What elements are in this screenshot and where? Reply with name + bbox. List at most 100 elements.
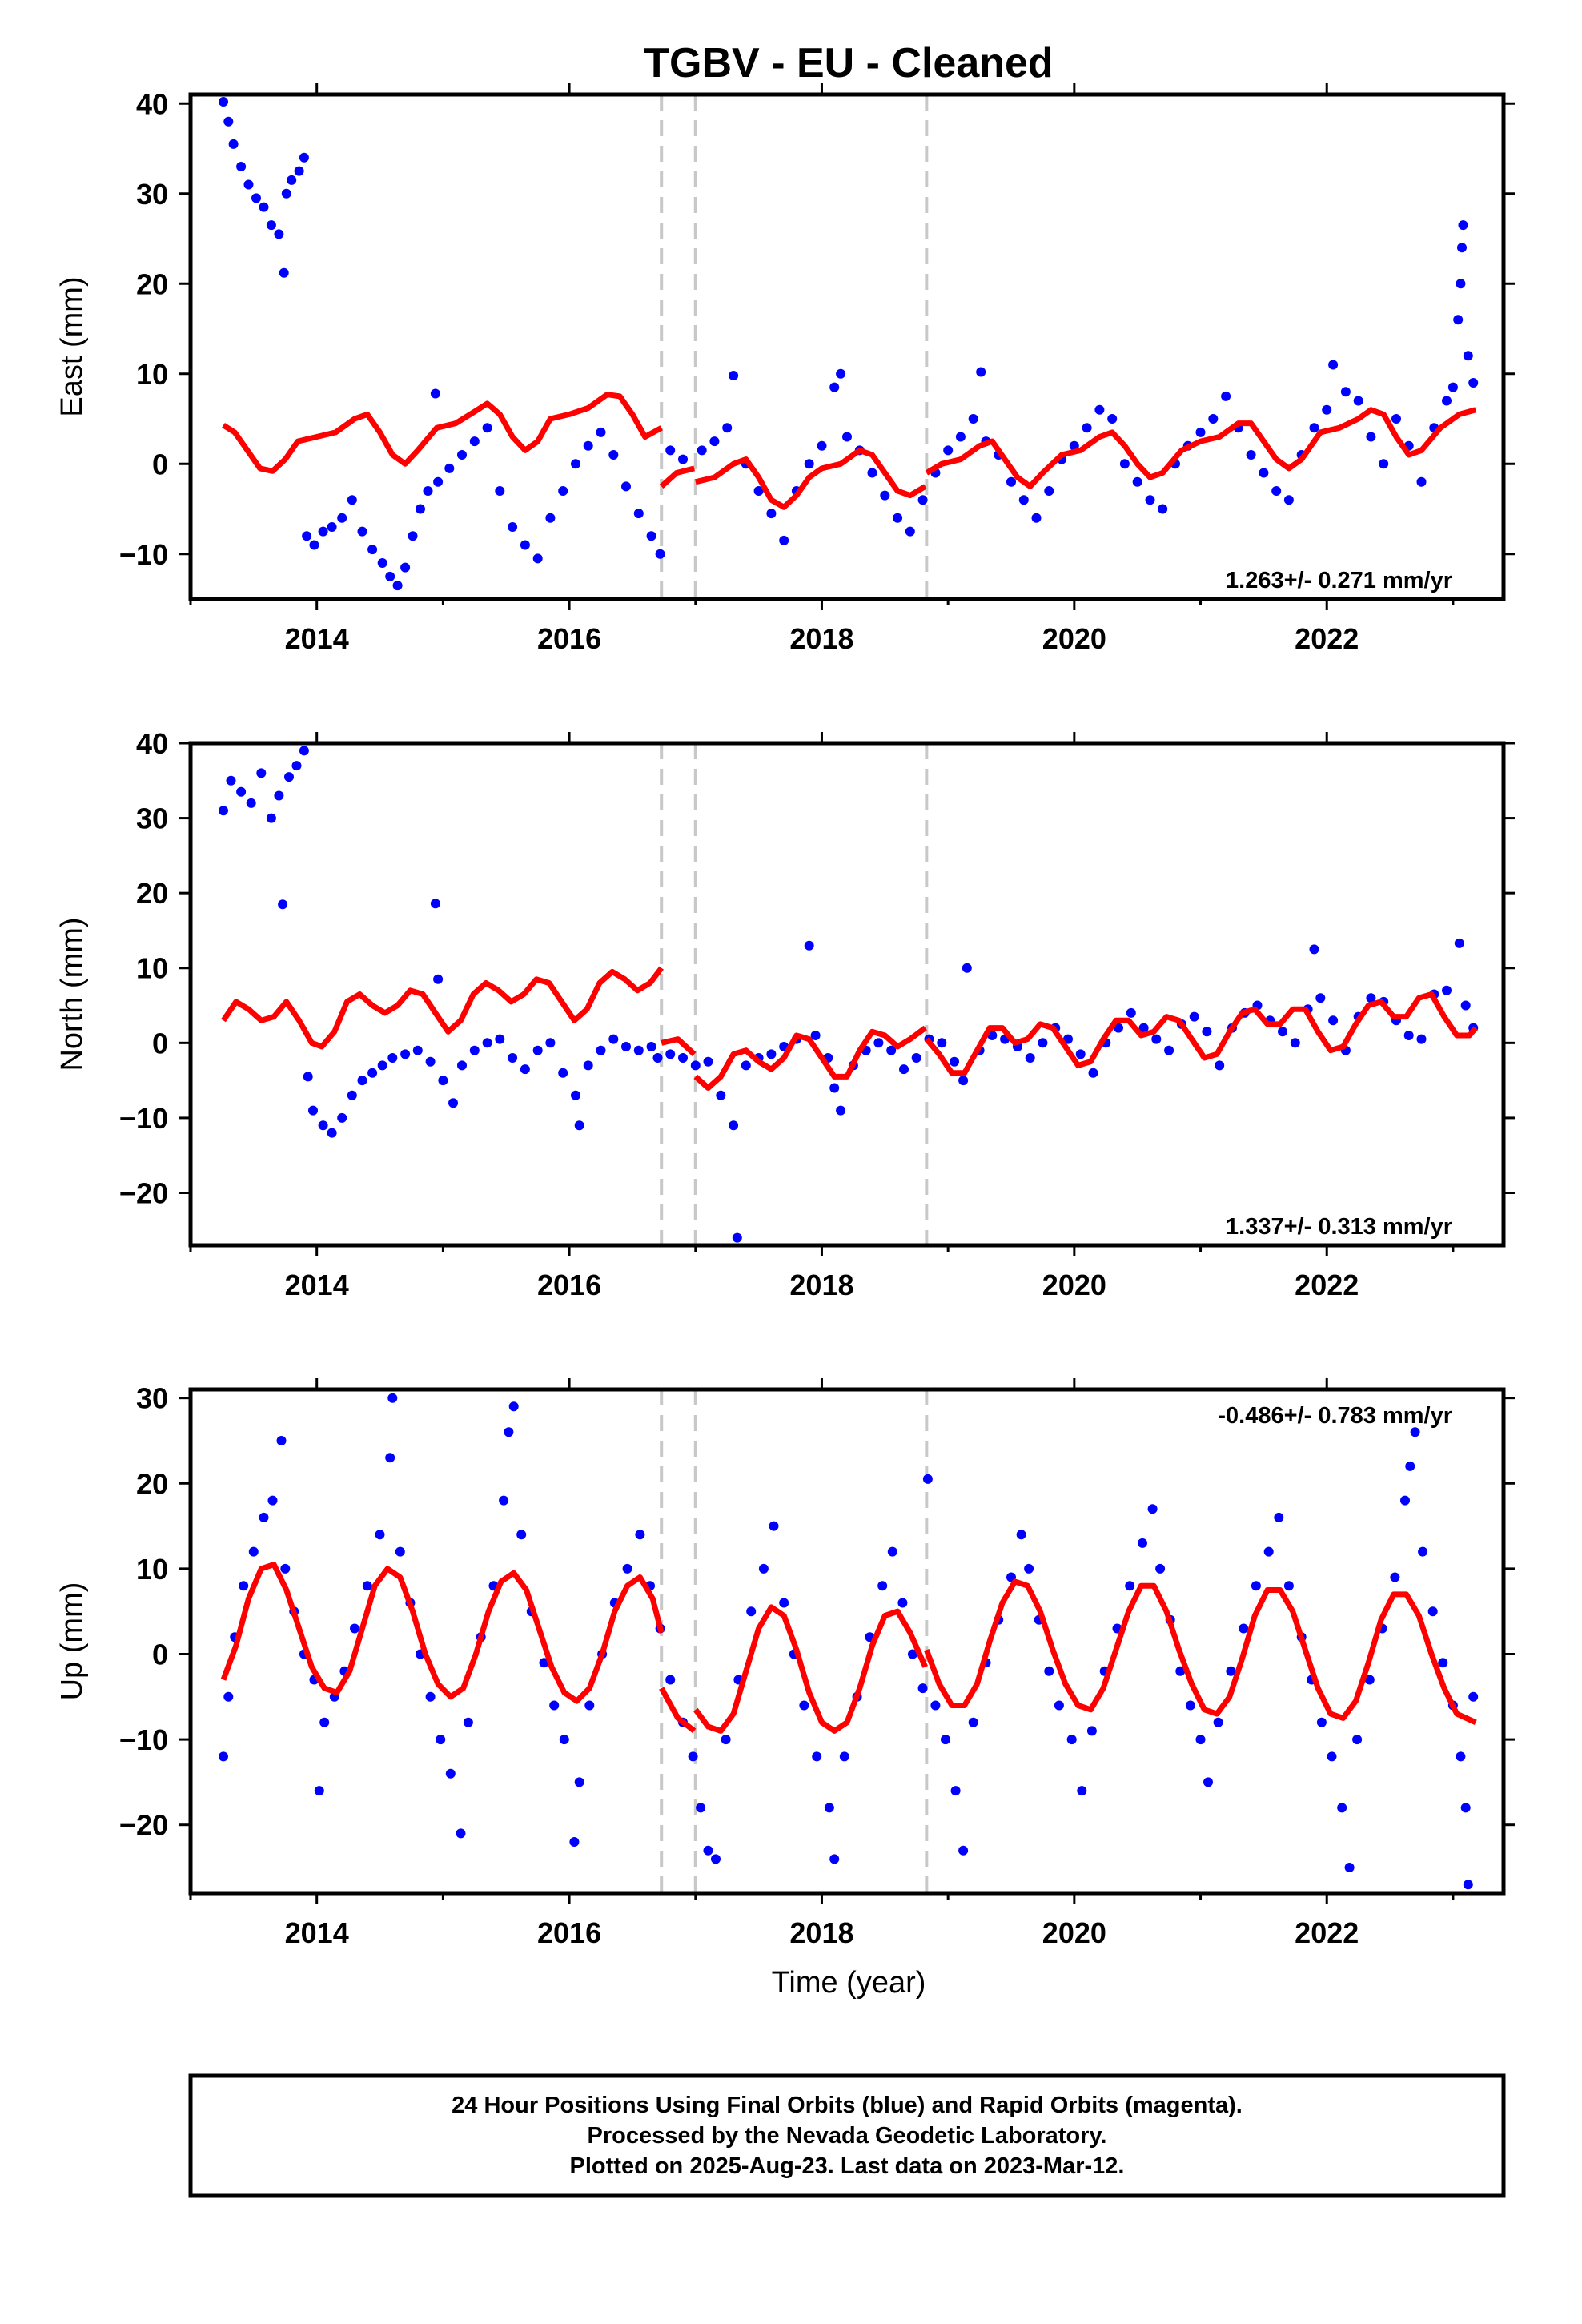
north-data-point [899, 1064, 909, 1075]
north-data-point [621, 1042, 631, 1051]
north-data-point [438, 1076, 448, 1086]
up-data-point [425, 1691, 436, 1702]
north-data-point [716, 1090, 726, 1100]
up-data-point [1066, 1735, 1077, 1745]
north-data-point [962, 963, 972, 973]
up-data-point [569, 1837, 580, 1847]
up-plot-frame [188, 1387, 1506, 1896]
north-data-point [911, 1053, 921, 1063]
east-data-point [520, 540, 530, 550]
up-data-point [248, 1546, 259, 1557]
up-data-point [1316, 1717, 1327, 1727]
east-data-point [1107, 414, 1118, 424]
up-y-tick-label: 30 [136, 1382, 168, 1415]
up-data-point [1327, 1751, 1337, 1762]
east-data-point [1457, 243, 1467, 253]
north-data-point [596, 1045, 606, 1055]
north-data-point [387, 1053, 398, 1063]
east-data-point [287, 175, 297, 185]
up-x-tick-label: 2020 [1042, 1916, 1106, 1949]
east-data-point [608, 450, 619, 460]
footer-line-1: 24 Hour Positions Using Final Orbits (bl… [452, 2093, 1243, 2118]
up-data-point [839, 1751, 849, 1762]
up-data-point [1418, 1546, 1428, 1557]
north-rate-label: 1.337+/- 0.313 mm/yr [1226, 1214, 1452, 1240]
north-data-point [1025, 1053, 1035, 1063]
up-data-point [930, 1700, 941, 1711]
up-data-point [1410, 1427, 1420, 1437]
up-model-segment-1 [659, 1687, 697, 1734]
up-panel: 2014 2016 2018 2020 2022 −20 −10 0 10 20 30 Up (mm)… [55, 1378, 1515, 1949]
up-data-point [1125, 1581, 1135, 1591]
east-data-point [817, 440, 827, 451]
east-data-point [377, 558, 387, 568]
north-y-tick-label: 20 [136, 877, 168, 910]
up-data-point [887, 1546, 897, 1557]
north-data-point [804, 940, 814, 951]
north-data-point [1063, 1034, 1073, 1044]
up-data-point [1185, 1700, 1195, 1711]
east-data-point [279, 267, 289, 278]
east-data-point [1309, 423, 1319, 433]
north-data-point [690, 1060, 701, 1071]
up-data-point [917, 1683, 928, 1694]
east-data-point [236, 162, 247, 171]
east-data-point [318, 526, 328, 537]
north-data-point [574, 1120, 584, 1131]
east-x-tick-label: 2014 [285, 622, 349, 655]
up-data-point [665, 1675, 676, 1685]
north-data-point [520, 1064, 530, 1075]
east-data-point [302, 531, 312, 541]
east-data-point [1442, 396, 1452, 406]
east-data-point [1044, 486, 1054, 496]
east-data-point [347, 495, 357, 505]
north-data-point [482, 1038, 492, 1048]
east-data-point [917, 495, 928, 505]
up-data-point [908, 1649, 917, 1659]
north-y-tick-label: 40 [136, 727, 168, 760]
north-data-point [377, 1060, 387, 1071]
footer-box [188, 2073, 1506, 2198]
up-data-point [362, 1581, 372, 1591]
up-data-point [1251, 1581, 1261, 1591]
east-data-point [545, 513, 556, 523]
east-data-point [1094, 404, 1105, 415]
north-data-point [327, 1128, 337, 1138]
east-y-tick-label: −10 [119, 538, 168, 571]
north-data-point [219, 806, 228, 816]
north-y-tick-label: 10 [136, 952, 168, 985]
up-data-point [1283, 1581, 1294, 1591]
north-x-tick-label: 2020 [1042, 1269, 1106, 1301]
north-data-point [545, 1038, 556, 1048]
north-data-point [558, 1068, 568, 1078]
east-data-point [558, 486, 568, 496]
east-data-point [1195, 427, 1206, 437]
east-data-point [1145, 495, 1155, 505]
north-data-point [495, 1034, 505, 1044]
up-data-point [799, 1700, 809, 1711]
north-data-point [1114, 1023, 1123, 1033]
up-data-point [1077, 1786, 1087, 1796]
up-data-point [223, 1691, 234, 1702]
up-data-point [1044, 1666, 1054, 1676]
up-data-point [1226, 1666, 1236, 1676]
east-data-point [281, 188, 291, 199]
north-data-point [1215, 1060, 1225, 1071]
north-data-point [1366, 993, 1376, 1003]
north-data-point [741, 1060, 751, 1071]
up-data-point [219, 1751, 228, 1762]
north-data-point [766, 1049, 777, 1059]
north-data-point [1038, 1038, 1048, 1048]
east-data-point [367, 545, 378, 555]
up-data-point [1138, 1538, 1147, 1548]
up-data-point [516, 1530, 527, 1540]
north-data-point [1202, 1027, 1212, 1037]
up-data-point [1460, 1803, 1471, 1813]
east-data-point [1391, 414, 1401, 424]
north-data-point [937, 1038, 947, 1048]
east-x-tick-label: 2020 [1042, 622, 1106, 655]
north-data-point [347, 1090, 357, 1100]
east-data-point [1006, 476, 1016, 487]
up-data-point [549, 1700, 560, 1711]
north-data-point [1126, 1007, 1136, 1018]
